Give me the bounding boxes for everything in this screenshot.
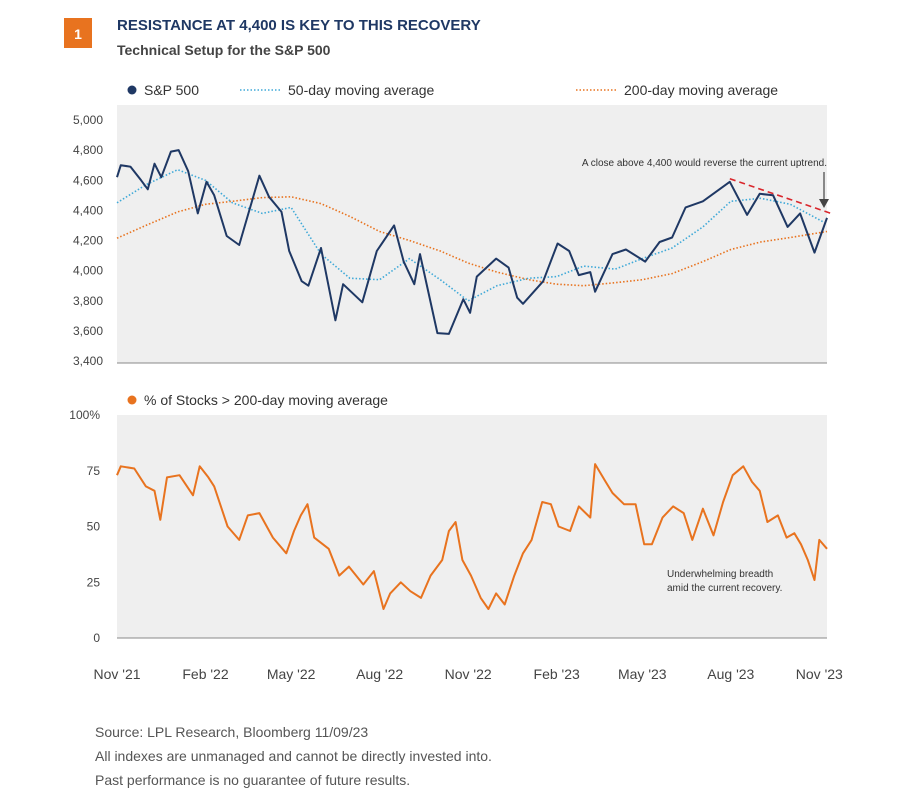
top-y-tick-label: 4,200: [73, 234, 103, 248]
x-axis-ticks: Nov '21 Feb '22 May '22 Aug '22 Nov '22 Feb '…: [93, 666, 843, 682]
top-y-tick-label: 5,000: [73, 113, 103, 127]
x-tick-label: Feb '23: [534, 666, 580, 682]
bottom-y-tick-label: 25: [87, 575, 101, 589]
ma50-line: [116, 168, 828, 302]
x-tick-label: May '23: [618, 666, 667, 682]
source-note: Source: LPL Research, Bloomberg 11/09/23: [95, 724, 369, 740]
legend-breadth-marker: [127, 395, 137, 405]
legend-ma200-label: 200-day moving average: [624, 82, 778, 98]
bottom-annotation-line1: Underwhelming breadth: [667, 569, 773, 580]
top-y-tick-label: 4,800: [73, 143, 103, 157]
x-tick-label: May '22: [267, 666, 316, 682]
x-tick-label: Nov '21: [93, 666, 140, 682]
disclaimer-performance: Past performance is no guarantee of futu…: [95, 772, 411, 788]
footer: Source: LPL Research, Bloomberg 11/09/23…: [95, 720, 492, 792]
legend-sp500-label: S&P 500: [144, 82, 199, 98]
top-y-tick-label: 3,600: [73, 324, 103, 338]
bottom-plot-lines: [116, 463, 828, 610]
x-tick-label: Feb '22: [182, 666, 228, 682]
legend-breadth-label: % of Stocks > 200-day moving average: [144, 392, 388, 408]
bottom-y-tick-label: 0: [93, 631, 100, 645]
x-tick-label: Nov '23: [796, 666, 843, 682]
bottom-annotation-line2: amid the current recovery.: [667, 583, 782, 594]
sp500-line: [116, 149, 828, 335]
disclaimer-indexes: All indexes are unmanaged and cannot be …: [95, 748, 492, 764]
x-tick-label: Aug '23: [707, 666, 754, 682]
bottom-panel-background: [117, 415, 827, 638]
legend-ma50-label: 50-day moving average: [288, 82, 435, 98]
figure-number-badge: [64, 18, 92, 48]
x-tick-label: Nov '22: [445, 666, 492, 682]
top-annotation: A close above 4,400 would reverse the cu…: [582, 158, 827, 169]
legend-sp500-marker: [127, 85, 137, 95]
chart-title: RESISTANCE AT 4,400 IS KEY TO THIS RECOV…: [117, 17, 481, 34]
bottom-y-tick-label: 75: [87, 464, 101, 478]
top-y-tick-label: 4,400: [73, 203, 103, 217]
top-panel-background: [117, 105, 827, 363]
annotation-arrow-head: [819, 199, 829, 208]
top-y-axis-ticks: 5,000 4,800 4,600 4,400 4,200 4,000 3,800 3,600…: [73, 113, 103, 368]
chart-figure: 1 RESISTANCE AT 4,400 IS KEY TO THIS REC…: [64, 17, 843, 682]
resistance-trendline: [729, 177, 832, 215]
breadth-line: [116, 463, 828, 610]
top-y-tick-label: 3,400: [73, 354, 103, 368]
bottom-y-axis-ticks: 100% 75 50 25 0: [69, 408, 100, 645]
top-y-tick-label: 3,800: [73, 294, 103, 308]
top-y-tick-label: 4,600: [73, 173, 103, 187]
bottom-y-tick-label: 100%: [69, 408, 100, 422]
bottom-y-tick-label: 50: [87, 520, 101, 534]
x-tick-label: Aug '22: [356, 666, 403, 682]
chart-subtitle: Technical Setup for the S&P 500: [117, 42, 331, 58]
top-y-tick-label: 4,000: [73, 264, 103, 278]
top-plot-lines: [116, 149, 832, 335]
figure-number: 1: [74, 26, 82, 42]
